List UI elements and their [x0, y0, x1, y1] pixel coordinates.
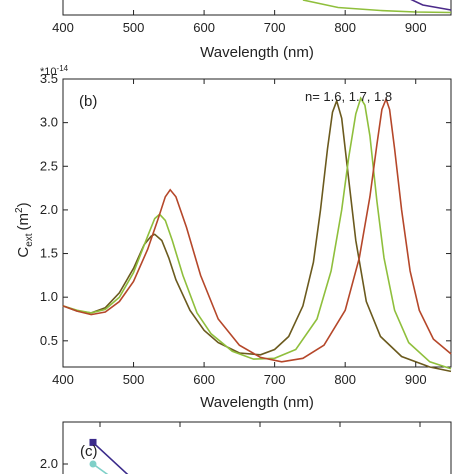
y-tick-label: 2.5 [40, 158, 58, 173]
y-tick-label: 3.0 [40, 115, 58, 130]
panel-c-circle-marker [89, 460, 97, 468]
y-tick-label: 2.0 [40, 202, 58, 217]
panel-c-y-tick-label: 2.0 [40, 456, 58, 471]
panel-a-x-tick-label: 600 [193, 20, 215, 35]
panel-a-x-tick-label: 500 [123, 20, 145, 35]
panel-c-series-line-1 [92, 441, 129, 474]
panel-a-x-axis-title: Wavelength (nm) [200, 44, 314, 61]
panel-a-x-tick-label: 900 [405, 20, 427, 35]
panel-c-label: (c) [80, 443, 98, 460]
panel-b-y-axis-title: Cext(m2) [14, 202, 35, 257]
series-line-n-1-8 [62, 96, 452, 363]
panel-c-series-group [89, 438, 129, 474]
panel-a-series-line-1 [302, 0, 452, 14]
y-tick-label: 1.5 [40, 246, 58, 261]
panel-a-x-ticks: 400 500 600 700 800 900 [52, 10, 427, 35]
x-tick-label: 400 [52, 372, 74, 387]
y-tick-label: 3.5 [40, 71, 58, 86]
panel-a-plot-frame [62, 0, 452, 16]
panel-b-series-group [62, 96, 452, 373]
x-tick-label: 600 [193, 372, 215, 387]
panel-b-plot-frame [62, 78, 452, 368]
panel-a-series-group [302, 0, 452, 14]
panel-b-scale-label: *10-14 [40, 64, 69, 78]
series-line-n-1-6 [62, 98, 452, 373]
panel-c-square-marker [89, 438, 97, 446]
x-tick-label: 500 [123, 372, 145, 387]
panel-b-label: (b) [79, 93, 97, 110]
panel-a-x-tick-label: 800 [334, 20, 356, 35]
panel-a-series-line-2 [410, 0, 452, 11]
panel-c-y-ticks: 2.0 [40, 422, 421, 471]
panel-a: 400 500 600 700 800 900 Wavelength (nm) [52, 0, 452, 61]
panel-b-y-ticks: 0.5 1.0 1.5 2.0 2.5 3.0 3.5 [40, 71, 451, 348]
x-tick-label: 800 [334, 372, 356, 387]
y-tick-label: 1.0 [40, 289, 58, 304]
x-tick-label: 900 [405, 372, 427, 387]
panel-b-x-axis-title: Wavelength (nm) [200, 394, 314, 411]
panel-a-x-tick-label: 700 [264, 20, 286, 35]
panel-c: 2.0 (c) [40, 421, 452, 474]
panel-a-x-tick-label: 400 [52, 20, 74, 35]
panel-b-x-ticks: 400 500 600 700 800 900 [52, 79, 427, 387]
panel-b-annotation: n= 1.6, 1.7, 1.8 [305, 89, 392, 104]
panel-b: *10-14 400 500 600 700 800 900 0.5 1.0 1.5 2.0 2.… [14, 64, 452, 411]
panel-c-plot-frame [62, 421, 452, 474]
x-tick-label: 700 [264, 372, 286, 387]
y-tick-label: 0.5 [40, 333, 58, 348]
